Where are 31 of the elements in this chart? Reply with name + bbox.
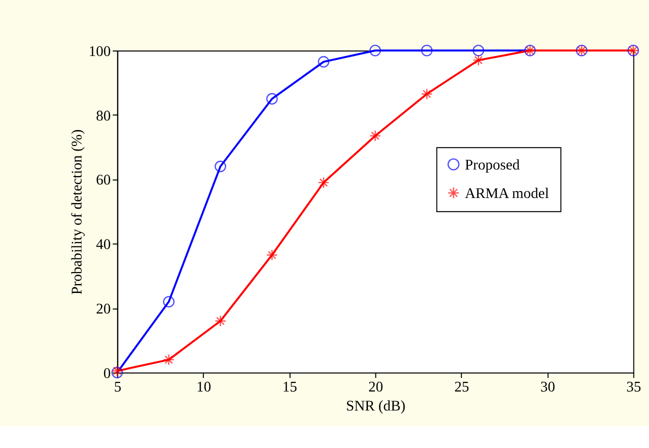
y-tick-label: 40 bbox=[96, 237, 111, 254]
point bbox=[472, 44, 484, 56]
x-axis-title: SNR (dB) bbox=[346, 398, 406, 414]
point bbox=[369, 44, 381, 56]
x-tick-label: 35 bbox=[626, 380, 642, 396]
point bbox=[163, 354, 175, 366]
point bbox=[421, 44, 433, 56]
legend-label: ARMA model bbox=[464, 186, 549, 202]
y-tick-label: 60 bbox=[96, 172, 111, 189]
x-tick-label: 5 bbox=[114, 380, 122, 396]
y-axis-title: Probability of detection (%) bbox=[70, 129, 86, 295]
point bbox=[163, 296, 175, 308]
point bbox=[214, 315, 226, 327]
x-tick-label: 20 bbox=[368, 380, 384, 396]
y-tick-label: 80 bbox=[96, 108, 111, 124]
point bbox=[266, 93, 278, 105]
x-tick-label: 10 bbox=[196, 380, 212, 396]
point bbox=[369, 130, 381, 142]
y-tick-label: 20 bbox=[96, 302, 111, 318]
point bbox=[214, 160, 226, 172]
x-tick-label: 30 bbox=[540, 380, 556, 396]
point bbox=[472, 54, 484, 66]
point bbox=[266, 249, 278, 261]
y-tick-label: 100 bbox=[88, 44, 111, 60]
point bbox=[318, 56, 330, 68]
x-tick-label: 15 bbox=[282, 380, 298, 396]
point bbox=[421, 88, 433, 100]
legend-label: Proposed bbox=[464, 157, 520, 174]
point bbox=[318, 176, 330, 188]
x-tick-label: 25 bbox=[454, 380, 470, 396]
y-tick-label: 0 bbox=[103, 366, 111, 382]
